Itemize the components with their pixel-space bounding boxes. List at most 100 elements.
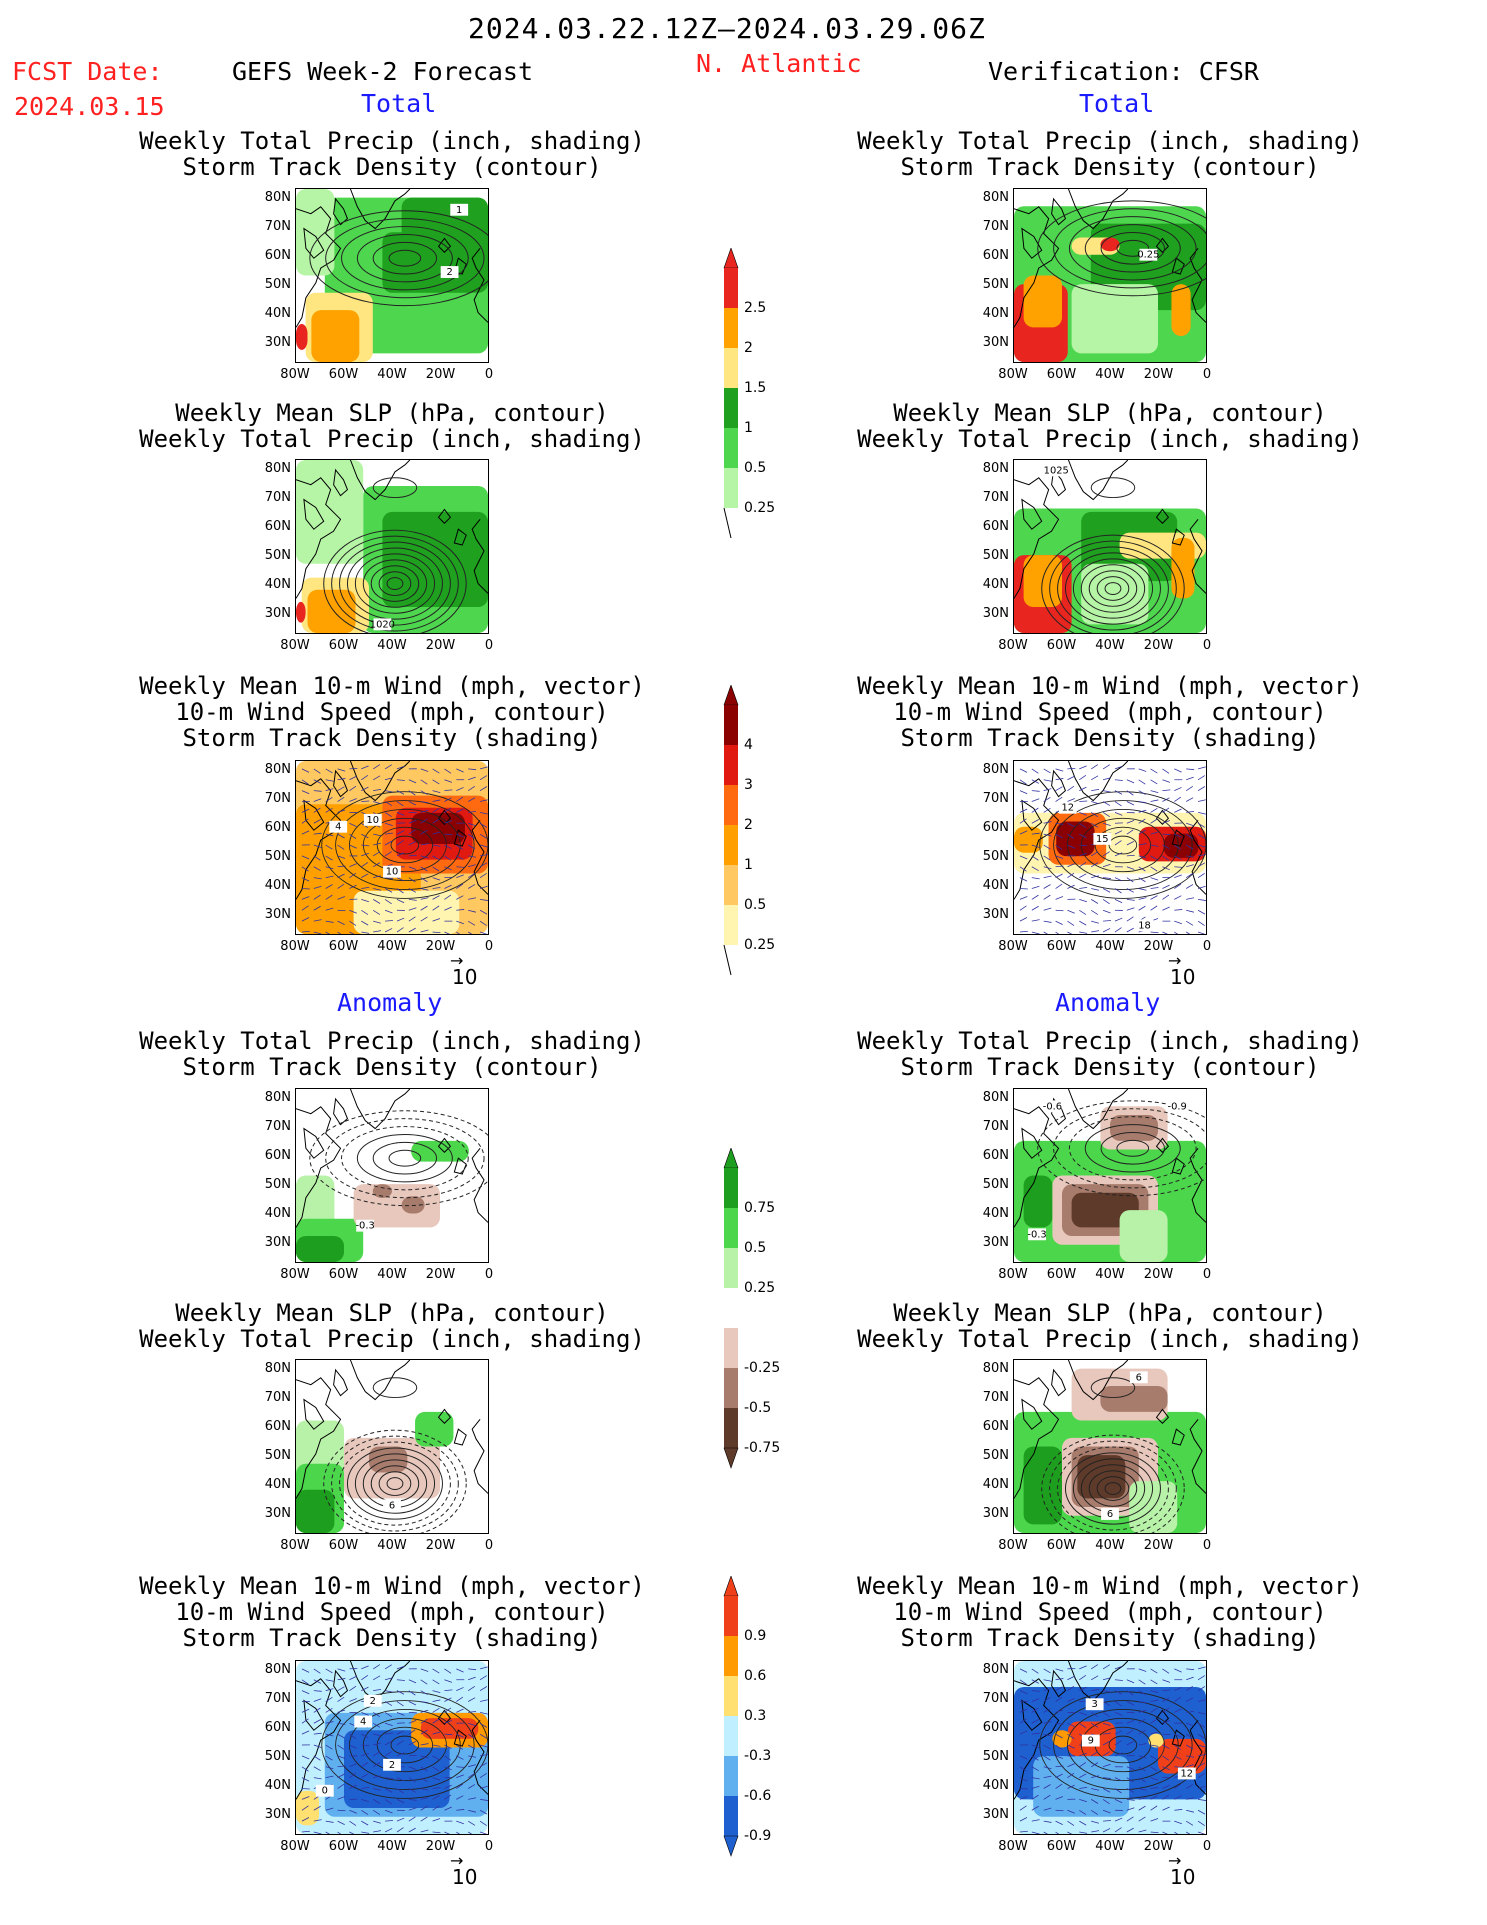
lat-label: 60N [982, 1419, 1009, 1434]
lat-label: 80N [264, 762, 291, 777]
lat-label: 50N [982, 1448, 1009, 1463]
lon-label: 60W [1046, 1839, 1077, 1854]
anomaly-label-right: Anomaly [1055, 988, 1161, 1017]
lat-label: 40N [982, 1778, 1009, 1793]
colorbar-swatch [724, 348, 738, 388]
colorbar-precip-total [723, 248, 739, 539]
lon-label: 0 [484, 1839, 494, 1854]
lon-label: 40W [377, 367, 407, 382]
colorbar-precip-anom [723, 1148, 739, 1469]
lat-label: 60N [982, 248, 1009, 263]
lon-label: 80W [998, 638, 1028, 653]
lon-label: 0 [1202, 939, 1212, 954]
colorbar-swatch [724, 1328, 738, 1368]
colorbar-label: 4 [744, 737, 753, 753]
lat-label: 70N [982, 791, 1009, 806]
lon-label: 40W [377, 1839, 407, 1854]
lon-label: 80W [280, 939, 310, 954]
colorbar-swatch [724, 825, 738, 865]
lat-label: 70N [982, 219, 1009, 234]
colorbar-label: 0.5 [744, 897, 767, 913]
contour-label: 2 [370, 1696, 376, 1707]
lat-label: 70N [982, 1119, 1009, 1134]
lat-label: 60N [264, 248, 291, 263]
vector-ref-f-wind: → 10 [450, 951, 478, 989]
vector-ref-fa-wind: → 10 [450, 1851, 478, 1889]
colorbar-track-anom [723, 1576, 739, 1857]
forecast-period: 2024.03.22.12Z–2024.03.29.06Z [468, 12, 986, 45]
lat-label: 30N [982, 907, 1009, 922]
lat-label: 50N [264, 849, 291, 864]
lon-label: 80W [280, 1839, 310, 1854]
colorbar-label: 1 [744, 420, 753, 436]
colorbar-label: 0.25 [744, 500, 776, 516]
lat-label: 80N [982, 461, 1009, 476]
lon-label: 60W [1046, 638, 1077, 653]
colorbar-swatch [724, 428, 738, 468]
lat-label: 80N [982, 1090, 1009, 1105]
lat-label: 60N [982, 1148, 1009, 1163]
lon-label: 20W [1143, 1839, 1174, 1854]
lat-label: 40N [982, 306, 1009, 321]
lat-label: 50N [264, 1749, 291, 1764]
lon-label: 80W [280, 367, 310, 382]
lat-label: 70N [264, 219, 291, 234]
lon-label: 20W [425, 1538, 456, 1553]
contour-label: 4 [360, 1717, 366, 1728]
lon-label: 0 [484, 367, 494, 382]
colorbar-swatch [724, 1596, 738, 1636]
lat-label: 80N [982, 190, 1009, 205]
lon-label: 20W [1143, 1538, 1174, 1553]
lon-label: 60W [1046, 1267, 1077, 1282]
panel-title-fa-precip: Weekly Total Precip (inch, shading) Storm… [139, 1027, 645, 1081]
lat-label: 60N [264, 1419, 291, 1434]
colorbar-swatch [724, 705, 738, 745]
contour-label: 1 [456, 205, 462, 216]
lat-label: 50N [264, 1177, 291, 1192]
lon-label: 0 [1202, 367, 1212, 382]
lon-label: 60W [1046, 939, 1077, 954]
lon-label: 40W [1095, 1839, 1125, 1854]
panel-title-fa-wind: Weekly Mean 10-m Wind (mph, vector) 10-m … [139, 1572, 645, 1652]
lat-label: 60N [982, 519, 1009, 534]
contour-label: 10 [386, 867, 399, 878]
contour-label: 18 [1138, 920, 1151, 931]
lon-label: 0 [1202, 1839, 1212, 1854]
contour-label: 12 [1181, 1768, 1194, 1779]
lat-label: 70N [982, 1390, 1009, 1405]
lat-label: 70N [264, 490, 291, 505]
lat-label: 30N [982, 606, 1009, 621]
lat-label: 60N [264, 1148, 291, 1163]
lat-label: 40N [264, 1477, 291, 1492]
lat-label: 80N [264, 461, 291, 476]
colorbar-label: -0.75 [744, 1440, 781, 1456]
map-panel-v-slp: 1025 [1013, 459, 1207, 634]
lat-label: 40N [264, 878, 291, 893]
lon-label: 60W [328, 1267, 359, 1282]
lat-label: 80N [264, 1361, 291, 1376]
verification-label: Verification: CFSR [988, 57, 1259, 86]
contour-label: 15 [1096, 834, 1109, 845]
total-label-right: Total [1079, 89, 1155, 118]
lon-label: 0 [484, 638, 494, 653]
contour-label: 9 [1088, 1736, 1094, 1747]
colorbar-swatch [724, 308, 738, 348]
colorbar-swatch [724, 388, 738, 428]
colorbar-label: 0.6 [744, 1668, 767, 1684]
lon-label: 40W [1095, 1267, 1125, 1282]
fcst-date: 2024.03.15 [14, 92, 165, 121]
lat-label: 50N [982, 277, 1009, 292]
lat-label: 70N [982, 490, 1009, 505]
lat-label: 60N [982, 1720, 1009, 1735]
lat-label: 60N [264, 820, 291, 835]
lon-label: 60W [328, 367, 359, 382]
lat-label: 30N [982, 1506, 1009, 1521]
contour-label: 0 [322, 1786, 328, 1797]
region-label: N. Atlantic [696, 49, 862, 78]
contour-label: 2 [389, 1760, 395, 1771]
lat-label: 50N [264, 548, 291, 563]
colorbar-swatch [724, 865, 738, 905]
panel-title-f-wind: Weekly Mean 10-m Wind (mph, vector) 10-m … [139, 672, 645, 752]
contour-label: 6 [389, 1500, 395, 1511]
colorbar-swatch [724, 1796, 738, 1836]
